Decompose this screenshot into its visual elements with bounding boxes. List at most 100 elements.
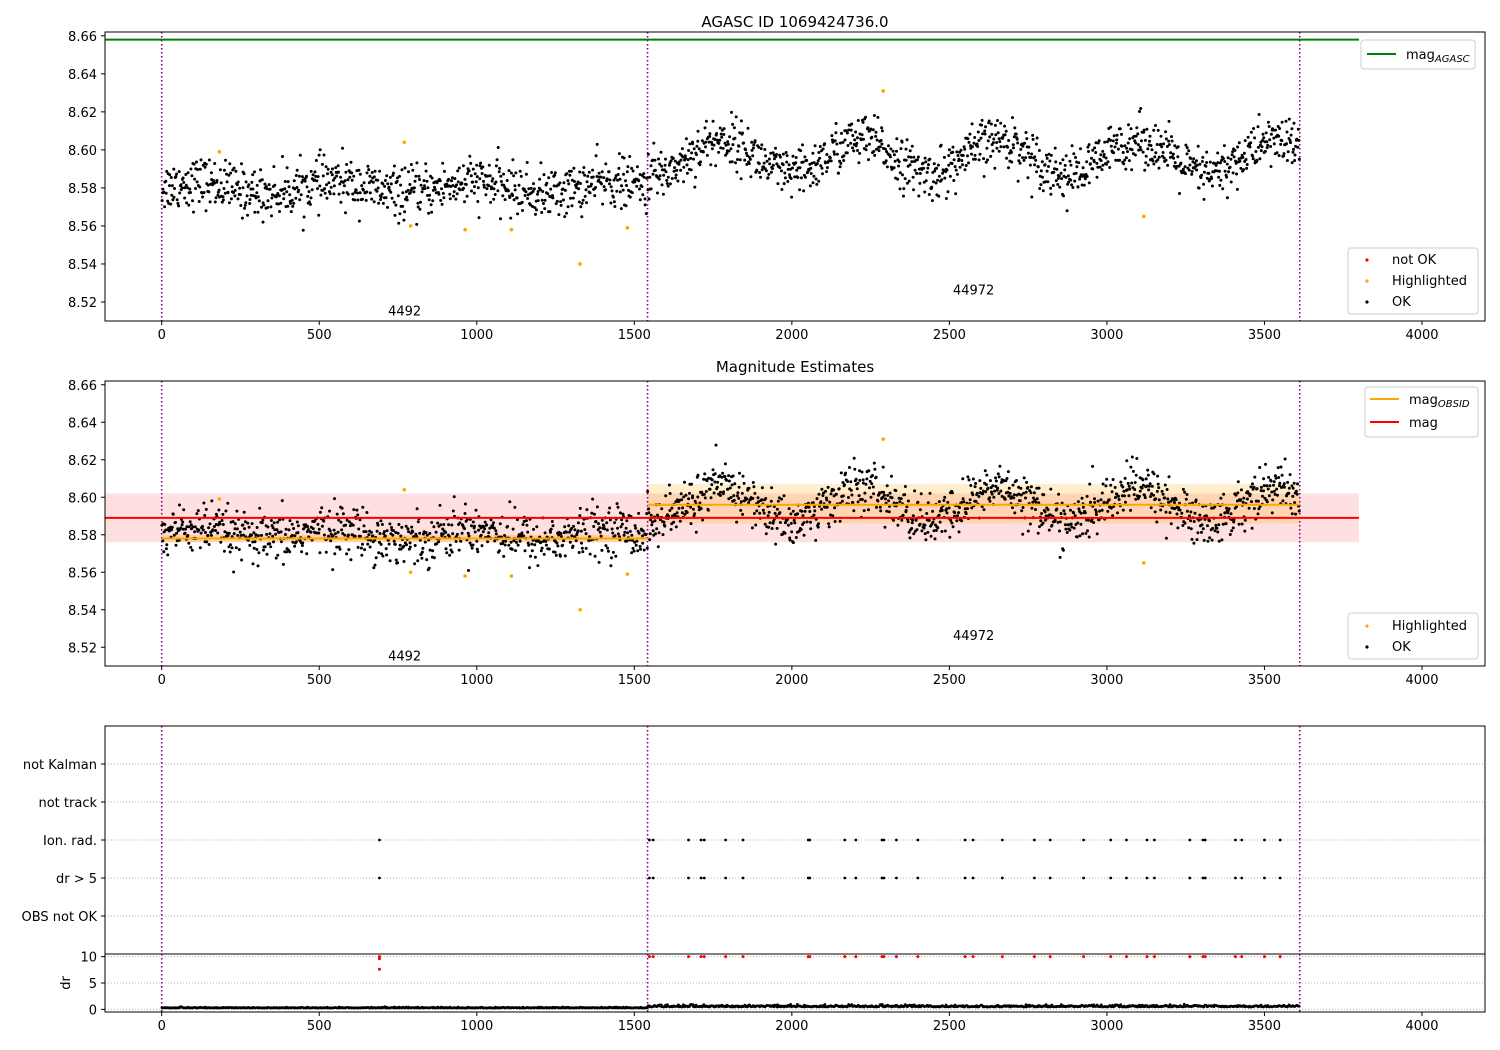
ok-point	[807, 505, 811, 509]
ok-point	[331, 167, 334, 171]
flag-point	[651, 876, 655, 880]
ok-point	[1278, 127, 1282, 130]
ok-point	[595, 505, 599, 509]
ok-point	[1112, 134, 1116, 138]
ok-point	[713, 138, 717, 141]
ok-point	[250, 522, 254, 526]
ok-point	[834, 492, 838, 496]
ok-point	[592, 512, 596, 516]
ok-point	[1079, 147, 1082, 151]
ok-point	[996, 131, 1000, 135]
ok-point	[968, 132, 972, 136]
ok-point	[1123, 144, 1127, 148]
ok-point	[512, 539, 516, 543]
ok-point	[255, 191, 259, 195]
ok-point	[526, 530, 530, 534]
ok-point	[463, 200, 466, 204]
ok-point	[273, 528, 277, 532]
ok-point	[727, 474, 731, 478]
ok-point	[1111, 478, 1115, 481]
ok-point	[1188, 163, 1192, 167]
ok-point	[1189, 527, 1193, 531]
ok-point	[1223, 511, 1227, 515]
flag-point	[1109, 838, 1113, 842]
ok-point	[664, 494, 668, 498]
ok-point	[1058, 161, 1062, 165]
ok-point	[931, 520, 935, 524]
ok-point	[1204, 164, 1208, 168]
ok-point	[510, 547, 514, 551]
ok-point	[1001, 478, 1005, 482]
ok-point	[514, 540, 518, 544]
ok-point	[180, 186, 184, 190]
ok-point	[379, 195, 383, 199]
ok-point	[610, 556, 613, 560]
ok-point	[305, 174, 308, 178]
ok-point	[479, 533, 483, 537]
ok-point	[177, 204, 181, 208]
ok-point	[358, 191, 362, 195]
ok-point	[269, 519, 273, 522]
ok-point	[769, 499, 773, 503]
ok-point	[400, 168, 404, 172]
ok-point	[942, 499, 946, 502]
ok-point	[294, 196, 298, 200]
ok-point	[733, 136, 737, 140]
ok-point	[682, 165, 686, 169]
ok-point	[855, 136, 859, 140]
ok-point	[677, 506, 681, 510]
ok-point	[775, 514, 779, 518]
ok-point	[760, 486, 764, 490]
ok-point	[766, 514, 770, 518]
ok-point	[362, 524, 366, 528]
ok-point	[990, 492, 994, 496]
ok-point	[1149, 506, 1153, 510]
ok-point	[442, 523, 446, 526]
ok-point	[1013, 511, 1017, 515]
highlighted-point	[509, 227, 514, 232]
ok-point	[1187, 514, 1191, 518]
ok-point	[214, 196, 218, 200]
ok-point	[780, 169, 783, 173]
ok-point	[488, 174, 492, 178]
ok-point	[396, 561, 400, 565]
ok-point	[1121, 485, 1125, 489]
ok-point	[628, 195, 632, 199]
ok-point	[276, 553, 280, 557]
ok-point	[1031, 137, 1035, 141]
ok-point	[926, 166, 930, 170]
ok-point	[1037, 149, 1041, 152]
ok-point	[670, 177, 674, 180]
ok-point	[302, 215, 306, 219]
ok-point	[961, 163, 964, 167]
ok-point	[683, 154, 687, 158]
ok-point	[411, 168, 415, 172]
ok-point	[1283, 457, 1287, 461]
ok-point	[591, 497, 595, 501]
ok-point	[1219, 513, 1223, 517]
ok-point	[436, 521, 440, 525]
ok-point	[885, 484, 889, 488]
ok-point	[715, 132, 719, 135]
ok-point	[243, 527, 246, 531]
ok-point	[256, 195, 260, 199]
ok-point	[1163, 496, 1167, 500]
ok-point	[507, 169, 511, 173]
ok-point	[969, 484, 973, 487]
ok-point	[498, 166, 502, 170]
ok-point	[731, 122, 735, 126]
ok-point	[172, 533, 176, 537]
ok-point	[897, 160, 901, 164]
ok-point	[1174, 498, 1178, 502]
ok-point	[1221, 522, 1225, 526]
ok-point	[1231, 171, 1235, 175]
ok-point	[1195, 163, 1199, 167]
ok-point	[942, 155, 946, 159]
ok-point	[309, 169, 313, 173]
ok-point	[645, 176, 649, 180]
y-tick-label: 8.58	[68, 182, 97, 197]
ok-point	[690, 482, 693, 486]
ok-point	[530, 542, 534, 546]
ok-point	[295, 520, 299, 524]
y-tick-label: 8.56	[68, 220, 97, 235]
